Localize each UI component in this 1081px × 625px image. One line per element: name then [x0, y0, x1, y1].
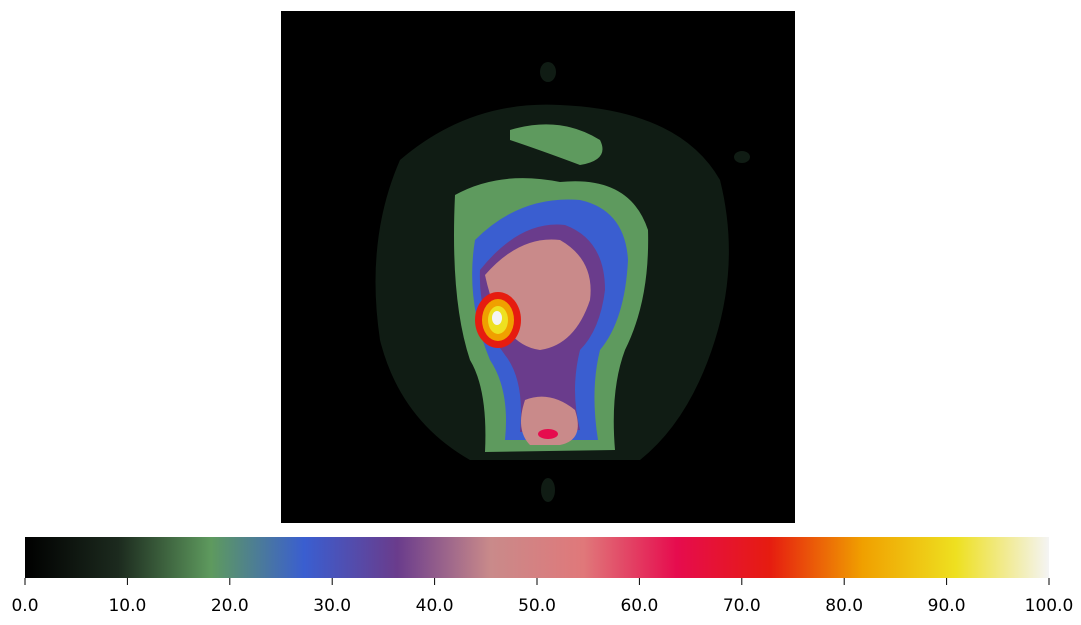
- tick-label: 0.0: [11, 596, 38, 616]
- tick-label: 80.0: [825, 596, 863, 616]
- tick-label: 70.0: [723, 596, 761, 616]
- tick-label: 90.0: [928, 596, 966, 616]
- spot: [541, 478, 555, 502]
- tick-label: 30.0: [313, 596, 351, 616]
- tick-label: 40.0: [416, 596, 454, 616]
- hot-spot: [492, 311, 502, 325]
- tick-label: 10.0: [108, 596, 146, 616]
- spot: [734, 151, 750, 163]
- green-region: [510, 124, 603, 165]
- colorbar: [25, 537, 1049, 578]
- salmon-region: [521, 396, 578, 445]
- tick-label: 60.0: [620, 596, 658, 616]
- tick-label: 50.0: [518, 596, 556, 616]
- spot: [540, 62, 556, 82]
- tick-label: 20.0: [211, 596, 249, 616]
- red-spot: [538, 429, 558, 439]
- tick-label: 100.0: [1025, 596, 1074, 616]
- scan-image: [281, 11, 795, 523]
